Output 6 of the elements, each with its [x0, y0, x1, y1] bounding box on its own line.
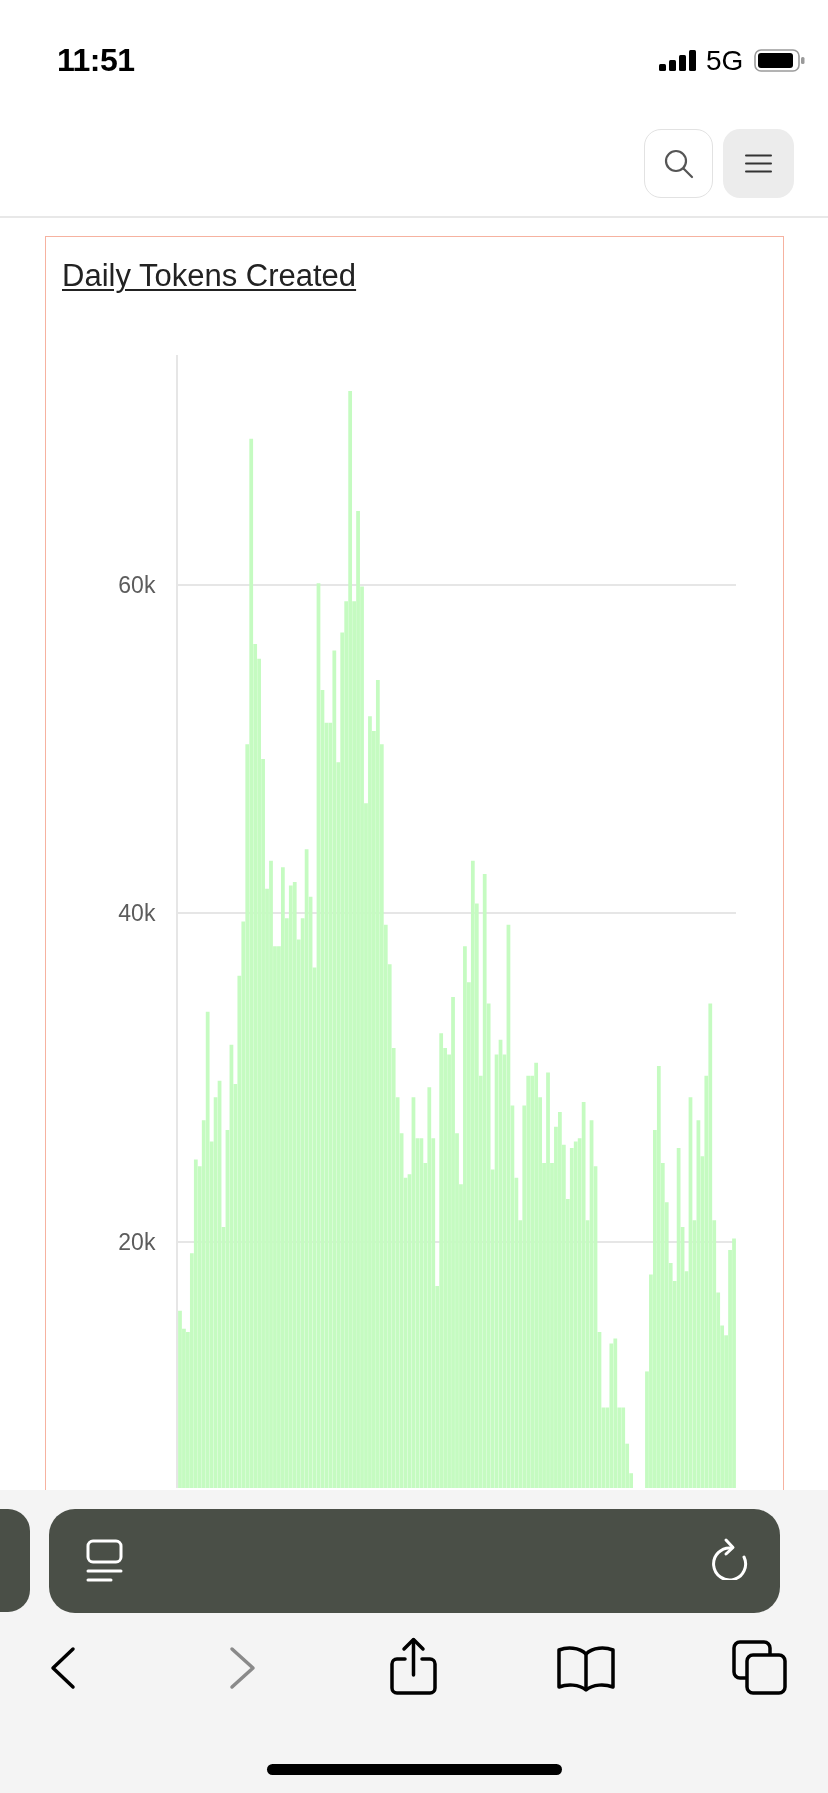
y-tick-label: 60k — [118, 571, 156, 598]
y-tick-label: 40k — [118, 900, 156, 927]
chart-title: Daily Tokens Created — [62, 258, 357, 294]
text: 5G — [706, 45, 744, 77]
text: 11:51 — [57, 42, 135, 78]
y-tick-label: 20k — [118, 1228, 156, 1255]
